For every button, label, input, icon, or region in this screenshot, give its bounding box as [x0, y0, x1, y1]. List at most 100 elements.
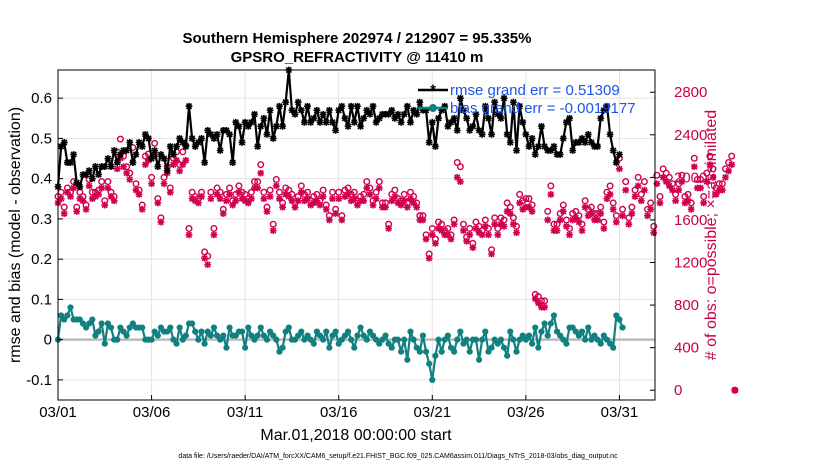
assimilated-point-192 — [653, 180, 661, 188]
rmse-point-114 — [410, 106, 417, 114]
assimilated-point-25 — [132, 186, 140, 194]
assimilated-point-45 — [194, 199, 202, 207]
assimilated-point-58 — [235, 188, 243, 196]
rmse-point-175 — [600, 106, 608, 114]
rmse-point-177 — [606, 130, 614, 138]
rmse-point-80 — [304, 102, 311, 110]
bias-point-137 — [482, 328, 489, 335]
bias-point-9 — [82, 324, 90, 331]
rmse-point-29 — [145, 135, 152, 142]
rmse-point-1 — [57, 143, 65, 150]
assimilated-point-168 — [578, 227, 586, 234]
assimilated-point-81 — [307, 201, 315, 209]
y-tick-label-1: 0 — [44, 332, 52, 349]
possible-point-169 — [581, 197, 589, 205]
bias-point-67 — [263, 336, 271, 343]
assimilated-point-144 — [503, 208, 511, 215]
bias-point-150 — [522, 336, 529, 343]
bias-point-24 — [129, 320, 136, 327]
assimilated-point-65 — [257, 169, 265, 177]
assimilated-point-180 — [616, 165, 623, 173]
y2-tick-label-0: 0 — [674, 382, 682, 399]
possible-point-58 — [235, 182, 243, 190]
rmse-point-107 — [388, 106, 396, 114]
assimilated-point-119 — [425, 254, 433, 262]
assimilated-point-53 — [219, 210, 227, 217]
rmse-point-112 — [403, 102, 411, 110]
y-tick-label-3: 0.2 — [31, 251, 52, 268]
legend: * rmse grand err = 0.51309 bias grand er… — [418, 82, 636, 117]
possible-point-69 — [269, 220, 277, 228]
bias-point-59 — [238, 328, 246, 335]
rmse-point-18 — [110, 147, 118, 154]
possible-point-158 — [547, 182, 555, 190]
rmse-point-129 — [456, 94, 464, 102]
possible-point-102 — [372, 188, 380, 196]
bias-point-136 — [479, 336, 486, 343]
assimilated-point-3 — [63, 188, 71, 196]
rmse-point-63 — [251, 110, 258, 118]
assimilated-point-203 — [687, 205, 695, 213]
assimilated-point-206 — [697, 184, 704, 192]
possible-point-40 — [179, 148, 187, 156]
y2-tick-label-6: 2400 — [674, 127, 707, 144]
bias-point-84 — [316, 332, 324, 339]
assimilated-point-99 — [363, 184, 371, 192]
bias-point-166 — [572, 328, 579, 335]
assimilated-point-84 — [316, 201, 324, 209]
possible-point-98 — [360, 190, 368, 198]
assimilated-point-37 — [170, 161, 177, 169]
bias-point-14 — [98, 320, 105, 327]
bias-point-171 — [588, 336, 595, 343]
possible-point-193 — [656, 193, 664, 201]
rmse-point-109 — [394, 110, 402, 118]
assimilated-point-92 — [341, 193, 349, 200]
assimilated-point-183 — [625, 220, 633, 228]
assimilated-point-131 — [463, 237, 471, 245]
bias-point-86 — [323, 328, 330, 335]
rmse-point-138 — [485, 114, 492, 122]
assimilated-point-70 — [272, 182, 280, 190]
bias-point-129 — [457, 328, 464, 335]
bias-point-90 — [335, 340, 342, 347]
assimilated-point-195 — [662, 178, 670, 186]
assimilated-point-74 — [285, 193, 293, 200]
rmse-point-10 — [85, 167, 93, 175]
possible-point-209 — [706, 152, 714, 160]
bias-point-60 — [242, 344, 249, 351]
bias-point-170 — [585, 324, 592, 331]
assimilated-point-174 — [597, 210, 605, 217]
rmse-point-83 — [313, 106, 321, 114]
bias-point-31 — [151, 328, 158, 335]
assimilated-point-158 — [547, 191, 555, 198]
assimilated-point-207 — [700, 199, 708, 207]
possible-point-179 — [612, 212, 620, 220]
assimilated-point-190 — [647, 205, 655, 213]
rmse-point-144 — [503, 130, 511, 138]
bias-point-92 — [341, 332, 349, 339]
rmse-point-161 — [556, 151, 564, 158]
possible-point-208 — [703, 169, 711, 177]
possible-point-20 — [116, 135, 124, 143]
bias-point-121 — [432, 352, 439, 359]
rmse-point-162 — [559, 135, 567, 142]
rmse-point-33 — [157, 151, 165, 158]
assimilated-point-42 — [185, 231, 193, 239]
bias-point-159 — [550, 312, 558, 319]
bias-point-80 — [304, 332, 311, 339]
bias-point-57 — [232, 332, 239, 339]
rmse-point-25 — [132, 151, 140, 158]
assimilated-point-147 — [513, 229, 520, 237]
assimilated-point-111 — [400, 197, 408, 205]
rmse-point-35 — [163, 167, 171, 175]
rmse-point-88 — [329, 118, 336, 126]
rmse-point-5 — [70, 151, 77, 158]
possible-point-123 — [438, 220, 446, 228]
assimilated-point-140 — [491, 220, 499, 228]
rmse-point-110 — [397, 118, 405, 126]
bias-point-78 — [298, 328, 305, 335]
possible-point-49 — [207, 188, 215, 196]
possible-point-205 — [693, 176, 701, 184]
rmse-point-176 — [603, 102, 611, 110]
assimilated-point-41 — [182, 156, 190, 164]
